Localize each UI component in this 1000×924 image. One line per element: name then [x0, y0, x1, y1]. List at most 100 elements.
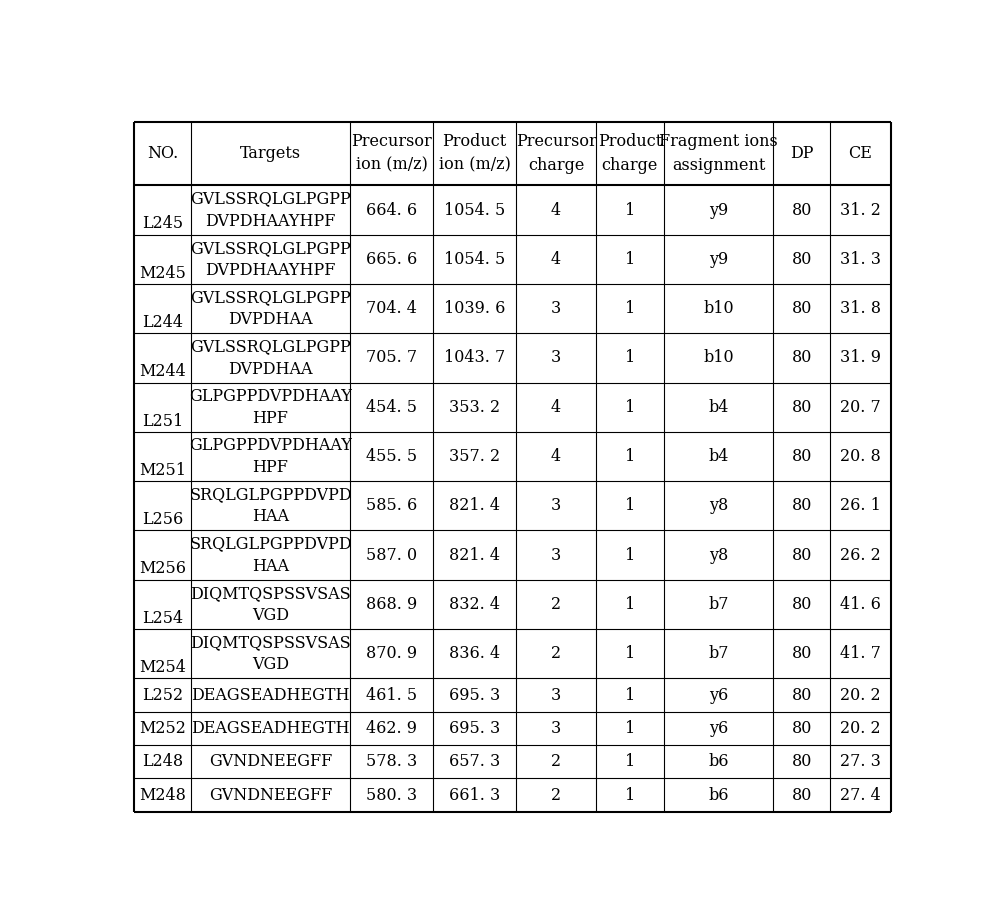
Text: 661. 3: 661. 3: [449, 786, 500, 804]
Text: b6: b6: [708, 753, 729, 771]
Text: b7: b7: [708, 596, 729, 613]
Text: L244: L244: [142, 314, 183, 331]
Text: 31. 2: 31. 2: [840, 201, 881, 219]
Text: 4: 4: [551, 251, 561, 268]
Text: 455. 5: 455. 5: [366, 448, 417, 465]
Text: 41. 7: 41. 7: [840, 645, 881, 663]
Text: 357. 2: 357. 2: [449, 448, 500, 465]
Text: 587. 0: 587. 0: [366, 547, 417, 564]
Text: Product
charge: Product charge: [598, 133, 662, 174]
Text: 1: 1: [625, 753, 635, 771]
Text: 868. 9: 868. 9: [366, 596, 417, 613]
Text: 2: 2: [551, 786, 561, 804]
Text: 870. 9: 870. 9: [366, 645, 417, 663]
Text: 26. 2: 26. 2: [840, 547, 881, 564]
Text: DIQMTQSPSSVSAS
VGD: DIQMTQSPSSVSAS VGD: [190, 585, 351, 624]
Text: M256: M256: [139, 561, 186, 578]
Text: 1: 1: [625, 251, 635, 268]
Text: 1: 1: [625, 448, 635, 465]
Text: 1: 1: [625, 720, 635, 736]
Text: b7: b7: [708, 645, 729, 663]
Text: 80: 80: [792, 687, 812, 703]
Text: y8: y8: [709, 547, 728, 564]
Text: 1: 1: [625, 349, 635, 367]
Text: 80: 80: [792, 251, 812, 268]
Text: y9: y9: [709, 251, 728, 268]
Text: 1043. 7: 1043. 7: [444, 349, 505, 367]
Text: 462. 9: 462. 9: [366, 720, 417, 736]
Text: 2: 2: [551, 596, 561, 613]
Text: 832. 4: 832. 4: [449, 596, 500, 613]
Text: 836. 4: 836. 4: [449, 645, 500, 663]
Text: 2: 2: [551, 645, 561, 663]
Text: 704. 4: 704. 4: [366, 300, 417, 317]
Text: L251: L251: [142, 412, 183, 430]
Text: 1: 1: [625, 399, 635, 416]
Text: 821. 4: 821. 4: [449, 547, 500, 564]
Text: NO.: NO.: [147, 145, 178, 162]
Text: 695. 3: 695. 3: [449, 687, 500, 703]
Text: M245: M245: [139, 264, 186, 282]
Text: SRQLGLPGPPDVPD
HAA: SRQLGLPGPPDVPD HAA: [189, 536, 352, 575]
Text: L252: L252: [142, 687, 183, 703]
Text: Fragment ions
assignment: Fragment ions assignment: [659, 133, 778, 174]
Text: 664. 6: 664. 6: [366, 201, 417, 219]
Text: 1039. 6: 1039. 6: [444, 300, 505, 317]
Text: 1054. 5: 1054. 5: [444, 251, 505, 268]
Text: Precursor
charge: Precursor charge: [516, 133, 596, 174]
Text: DP: DP: [790, 145, 814, 162]
Text: L248: L248: [142, 753, 183, 771]
Text: M254: M254: [139, 659, 186, 676]
Text: 1: 1: [625, 201, 635, 219]
Text: 585. 6: 585. 6: [366, 497, 417, 515]
Text: 4: 4: [551, 448, 561, 465]
Text: b4: b4: [708, 448, 729, 465]
Text: 1: 1: [625, 497, 635, 515]
Text: 20. 8: 20. 8: [840, 448, 881, 465]
Text: 80: 80: [792, 720, 812, 736]
Text: 580. 3: 580. 3: [366, 786, 417, 804]
Text: SRQLGLPGPPDVPD
HAA: SRQLGLPGPPDVPD HAA: [189, 486, 352, 526]
Text: Precursor
ion (m/z): Precursor ion (m/z): [351, 133, 432, 174]
Text: 80: 80: [792, 786, 812, 804]
Text: 1: 1: [625, 596, 635, 613]
Text: DIQMTQSPSSVSAS
VGD: DIQMTQSPSSVSAS VGD: [190, 634, 351, 674]
Text: 20. 2: 20. 2: [840, 720, 881, 736]
Text: b10: b10: [703, 349, 734, 367]
Text: 665. 6: 665. 6: [366, 251, 417, 268]
Text: 80: 80: [792, 300, 812, 317]
Text: DEAGSEADHEGTH: DEAGSEADHEGTH: [191, 687, 350, 703]
Text: 26. 1: 26. 1: [840, 497, 881, 515]
Text: GVLSSRQLGLPGPP
DVPDHAAYHPF: GVLSSRQLGLPGPP DVPDHAAYHPF: [190, 239, 351, 279]
Text: 657. 3: 657. 3: [449, 753, 500, 771]
Text: GLPGPPDVPDHAAY
HPF: GLPGPPDVPDHAAY HPF: [189, 437, 352, 476]
Text: 461. 5: 461. 5: [366, 687, 417, 703]
Text: GLPGPPDVPDHAAY
HPF: GLPGPPDVPDHAAY HPF: [189, 388, 352, 427]
Text: 31. 8: 31. 8: [840, 300, 881, 317]
Text: y6: y6: [709, 687, 728, 703]
Text: 4: 4: [551, 399, 561, 416]
Text: 41. 6: 41. 6: [840, 596, 881, 613]
Text: 27. 3: 27. 3: [840, 753, 881, 771]
Text: CE: CE: [849, 145, 872, 162]
Text: GVLSSRQLGLPGPP
DVPDHAA: GVLSSRQLGLPGPP DVPDHAA: [190, 289, 351, 328]
Text: 20. 7: 20. 7: [840, 399, 881, 416]
Text: L256: L256: [142, 511, 183, 529]
Text: 821. 4: 821. 4: [449, 497, 500, 515]
Text: Product
ion (m/z): Product ion (m/z): [439, 133, 511, 174]
Text: 20. 2: 20. 2: [840, 687, 881, 703]
Text: y6: y6: [709, 720, 728, 736]
Text: 3: 3: [551, 300, 561, 317]
Text: 1: 1: [625, 786, 635, 804]
Text: 353. 2: 353. 2: [449, 399, 500, 416]
Text: 454. 5: 454. 5: [366, 399, 417, 416]
Text: M251: M251: [139, 462, 186, 479]
Text: 2: 2: [551, 753, 561, 771]
Text: M244: M244: [139, 363, 186, 381]
Text: GVLSSRQLGLPGPP
DVPDHAAYHPF: GVLSSRQLGLPGPP DVPDHAAYHPF: [190, 190, 351, 230]
Text: 1054. 5: 1054. 5: [444, 201, 505, 219]
Text: 80: 80: [792, 497, 812, 515]
Text: 1: 1: [625, 645, 635, 663]
Text: 80: 80: [792, 201, 812, 219]
Text: 31. 3: 31. 3: [840, 251, 881, 268]
